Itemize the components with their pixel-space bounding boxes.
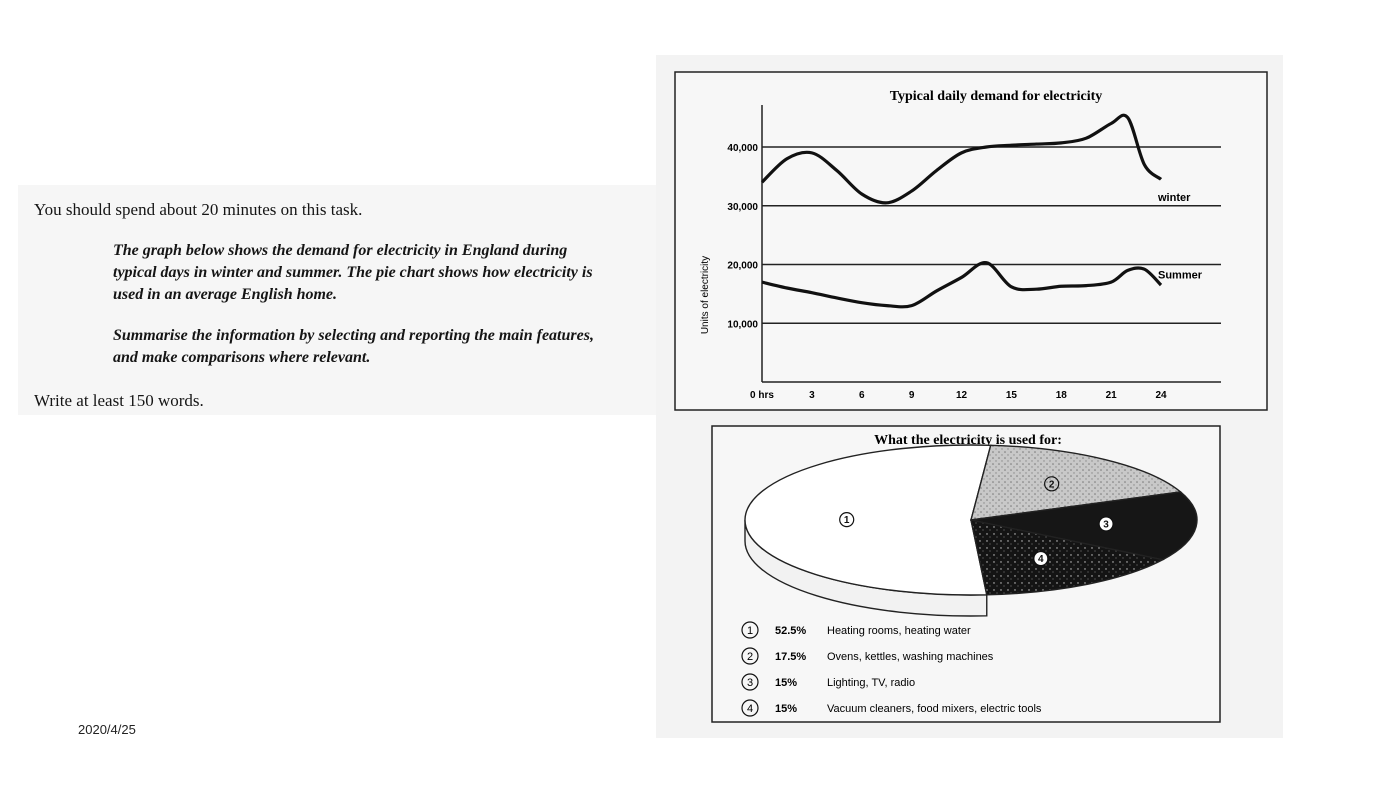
legend-marker-circle	[741, 699, 759, 717]
pie-marker-label: 3	[1103, 519, 1109, 530]
legend-marker-circle	[741, 673, 759, 691]
pie-marker-circle	[1033, 550, 1049, 567]
pie-marker-circle	[839, 512, 855, 528]
pie-chart-legend: 1 52.5% Heating rooms, heating water 2 17.5%…	[741, 621, 1042, 717]
task-description: The graph below shows the demand for ele…	[113, 242, 593, 303]
series-line-winter	[760, 113, 1163, 205]
y-tick-label: 40,000	[727, 143, 758, 154]
figure-panel: Typical daily demand for electricity Uni…	[656, 55, 1283, 738]
pie-slice-4	[970, 519, 1165, 596]
slide-date: 2020/4/25	[78, 722, 136, 737]
line-chart-y-ticks: 10,000 20,000 30,000 40,000	[727, 143, 758, 330]
line-chart-series	[760, 113, 1163, 309]
y-tick-label: 20,000	[727, 261, 758, 272]
line-chart-ylabel: Units of electricity	[700, 256, 711, 334]
pie-marker-label: 1	[844, 515, 850, 526]
x-tick-label: 15	[1006, 390, 1018, 401]
x-tick-label: 9	[909, 390, 915, 401]
pie-chart-body	[744, 444, 1198, 617]
pie-marker-label: 2	[1049, 479, 1055, 490]
task-summarise-instruction: Summarise the information by selecting a…	[113, 327, 594, 366]
legend-percent: 17.5%	[775, 651, 806, 663]
line-chart-title: Typical daily demand for electricity	[890, 89, 1103, 104]
x-tick-label: 24	[1155, 390, 1167, 401]
pie-chart-title: What the electricity is used for:	[874, 433, 1062, 448]
x-tick-label: 12	[956, 390, 968, 401]
y-tick-label: 10,000	[727, 319, 758, 330]
x-tick-label: 21	[1106, 390, 1118, 401]
legend-percent: 15%	[775, 677, 797, 689]
legend-marker-circle	[741, 621, 759, 639]
pie-chart: What the electricity is used for: 1 2 3 4 1…	[711, 425, 1221, 723]
legend-percent: 15%	[775, 703, 797, 715]
line-chart-x-ticks: 0 hrs 3 6 9 12 15 18 21 24	[750, 390, 1167, 401]
x-tick-label: 0 hrs	[750, 390, 774, 401]
legend-marker-label: 2	[747, 651, 753, 663]
series-label-summer: Summer	[1158, 270, 1203, 282]
line-chart-axes	[761, 105, 1221, 383]
pie-slice-3	[970, 491, 1198, 561]
pie-marker-circle	[1098, 516, 1114, 532]
legend-percent: 52.5%	[775, 625, 806, 637]
x-tick-label: 18	[1056, 390, 1068, 401]
pie-slice-1	[744, 444, 992, 596]
series-label-winter: winter	[1157, 192, 1191, 204]
x-tick-label: 3	[809, 390, 815, 401]
task-word-count: Write at least 150 words.	[34, 391, 204, 410]
legend-marker-label: 1	[747, 625, 753, 637]
line-chart-frame	[674, 71, 1268, 411]
pie-slice-2	[970, 444, 1183, 521]
legend-label: Heating rooms, heating water	[827, 625, 971, 637]
task-time-instruction: You should spend about 20 minutes on thi…	[34, 200, 363, 219]
legend-label: Ovens, kettles, washing machines	[827, 651, 994, 663]
pie-marker-circle	[1044, 476, 1060, 492]
pie-marker-label: 4	[1038, 554, 1044, 565]
line-chart: Typical daily demand for electricity Uni…	[674, 71, 1268, 411]
task-panel: You should spend about 20 minutes on thi…	[18, 185, 658, 415]
legend-marker-label: 3	[747, 677, 753, 689]
legend-label: Lighting, TV, radio	[827, 677, 915, 689]
y-tick-label: 30,000	[727, 202, 758, 213]
legend-marker-label: 4	[747, 703, 753, 715]
series-line-summer	[761, 261, 1163, 309]
legend-label: Vacuum cleaners, food mixers, electric t…	[827, 703, 1042, 715]
line-chart-series-labels: winter Summer	[1157, 192, 1203, 282]
legend-marker-circle	[741, 647, 759, 665]
pie-chart-markers: 1 2 3 4	[839, 476, 1114, 567]
x-tick-label: 6	[859, 390, 865, 401]
